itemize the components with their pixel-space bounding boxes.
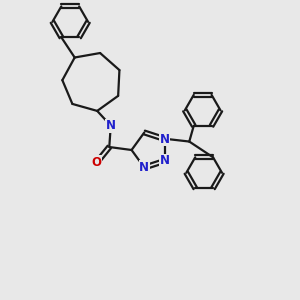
- Text: N: N: [106, 119, 116, 132]
- Text: N: N: [160, 154, 170, 167]
- Text: N: N: [160, 133, 170, 146]
- Text: N: N: [139, 161, 149, 174]
- Text: O: O: [92, 156, 102, 169]
